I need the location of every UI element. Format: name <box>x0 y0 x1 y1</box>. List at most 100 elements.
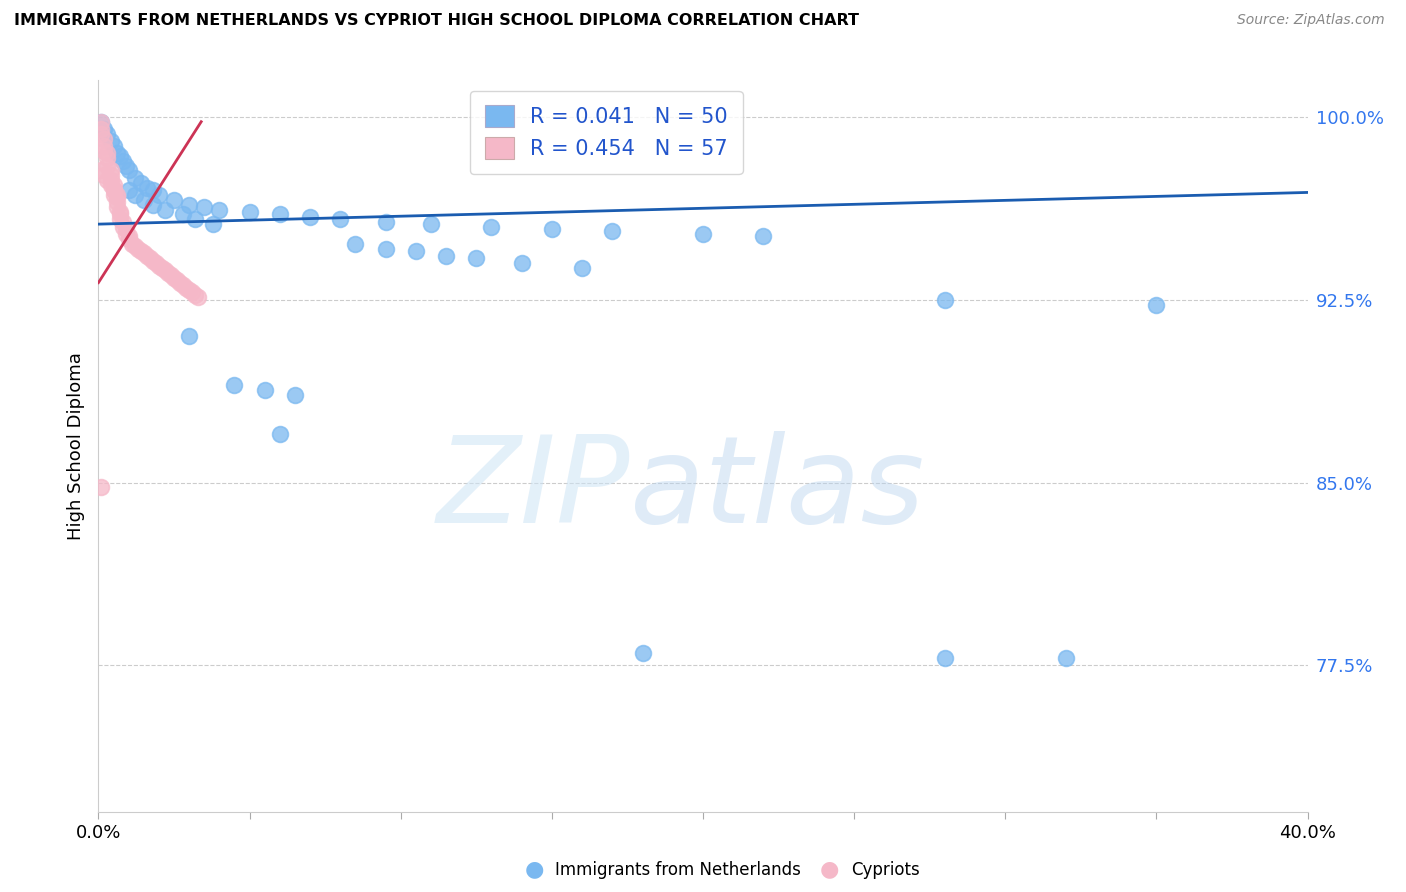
Point <box>166 273 188 287</box>
Point <box>142 197 165 211</box>
Point <box>374 215 396 229</box>
Point <box>118 229 141 244</box>
Point <box>169 276 191 290</box>
Point <box>96 151 118 165</box>
Point <box>163 270 186 285</box>
Point <box>114 159 136 173</box>
Text: IMMIGRANTS FROM NETHERLANDS VS CYPRIOT HIGH SCHOOL DIPLOMA CORRELATION CHART: IMMIGRANTS FROM NETHERLANDS VS CYPRIOT H… <box>14 13 859 29</box>
Point <box>103 183 125 197</box>
Point <box>93 139 115 153</box>
Point <box>163 193 186 207</box>
Point <box>150 260 173 275</box>
Text: ZIP: ZIP <box>437 432 630 549</box>
Point <box>269 426 291 441</box>
Point <box>111 219 134 234</box>
Point <box>208 202 231 217</box>
Point <box>253 383 276 397</box>
Point <box>93 144 115 158</box>
Point <box>108 207 131 221</box>
Text: ●: ● <box>524 860 544 880</box>
Point <box>179 283 201 297</box>
Point <box>90 122 112 136</box>
Point <box>135 249 157 263</box>
Point <box>571 260 593 275</box>
Text: atlas: atlas <box>630 432 925 549</box>
Point <box>114 227 136 241</box>
Point <box>105 200 128 214</box>
Point <box>239 205 262 219</box>
Point <box>184 212 207 227</box>
Point <box>90 114 112 128</box>
Point <box>142 253 165 268</box>
Point <box>148 259 170 273</box>
Point <box>269 207 291 221</box>
Point <box>111 215 134 229</box>
Point <box>105 190 128 204</box>
Point <box>100 173 122 187</box>
Point <box>224 378 246 392</box>
Point <box>344 236 367 251</box>
Point <box>100 178 122 193</box>
Point <box>100 163 122 178</box>
Point <box>179 329 201 343</box>
Point <box>172 207 194 221</box>
Text: ●: ● <box>820 860 839 880</box>
Point <box>139 252 162 266</box>
Point <box>135 180 157 194</box>
Point <box>96 159 118 173</box>
Point <box>172 278 194 293</box>
Point <box>752 229 775 244</box>
Point <box>121 236 143 251</box>
Point <box>118 232 141 246</box>
Point <box>114 222 136 236</box>
Point <box>148 187 170 202</box>
Point <box>103 187 125 202</box>
Text: Source: ZipAtlas.com: Source: ZipAtlas.com <box>1237 13 1385 28</box>
Point <box>100 169 122 183</box>
Point <box>118 183 141 197</box>
Point <box>132 246 155 260</box>
Text: Cypriots: Cypriots <box>851 861 920 879</box>
Point <box>124 187 146 202</box>
Point <box>96 146 118 161</box>
Point <box>129 244 152 258</box>
Point <box>1054 651 1077 665</box>
Point <box>153 263 176 277</box>
Point <box>142 183 165 197</box>
Point <box>184 288 207 302</box>
Point <box>103 178 125 193</box>
Point <box>631 646 654 660</box>
Point <box>96 127 118 141</box>
Point <box>284 388 307 402</box>
Point <box>160 268 183 283</box>
Point <box>174 280 197 294</box>
Point <box>93 122 115 136</box>
Point <box>1144 297 1167 311</box>
Point <box>602 224 624 238</box>
Point <box>465 252 488 266</box>
Point <box>202 217 225 231</box>
Point <box>434 249 457 263</box>
Point <box>510 256 533 270</box>
Point <box>405 244 427 258</box>
Point <box>692 227 714 241</box>
Point <box>93 132 115 146</box>
Point <box>105 195 128 210</box>
Point <box>90 480 112 494</box>
Point <box>124 170 146 185</box>
Legend: R = 0.041   N = 50, R = 0.454   N = 57: R = 0.041 N = 50, R = 0.454 N = 57 <box>470 91 742 174</box>
Point <box>96 173 118 187</box>
Point <box>132 193 155 207</box>
Point <box>179 197 201 211</box>
Point <box>193 200 215 214</box>
Point <box>103 183 125 197</box>
Point <box>103 139 125 153</box>
Point <box>481 219 503 234</box>
Point <box>108 205 131 219</box>
Point <box>90 114 112 128</box>
Point <box>127 242 149 256</box>
Point <box>90 163 112 178</box>
Point <box>187 290 209 304</box>
Point <box>108 212 131 227</box>
Point <box>540 222 562 236</box>
